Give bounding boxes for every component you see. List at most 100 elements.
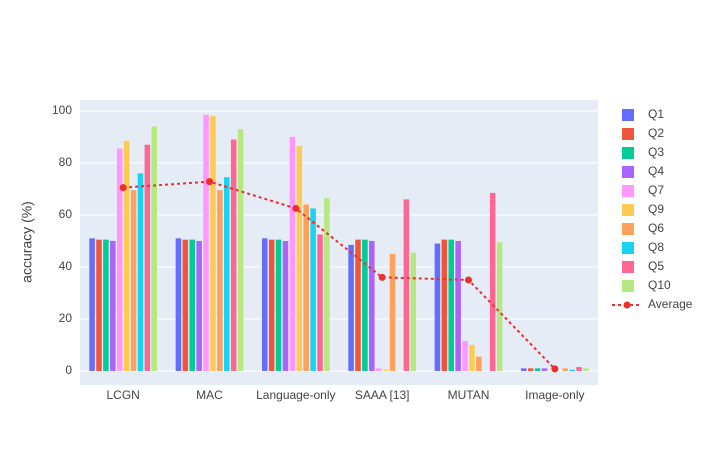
bar bbox=[562, 368, 568, 371]
x-tick-label: MAC bbox=[196, 388, 223, 402]
bar bbox=[123, 140, 130, 371]
bar bbox=[196, 240, 202, 371]
bar bbox=[527, 368, 534, 371]
bar bbox=[275, 239, 282, 371]
legend-swatch bbox=[622, 204, 634, 216]
bar bbox=[282, 240, 289, 371]
legend-label: Q10 bbox=[648, 278, 671, 292]
average-marker bbox=[206, 178, 213, 186]
bar bbox=[317, 234, 323, 371]
average-marker bbox=[292, 204, 300, 212]
bar bbox=[541, 368, 548, 371]
legend-swatch bbox=[622, 185, 634, 197]
average-marker bbox=[465, 276, 472, 284]
y-tick-label: 0 bbox=[65, 363, 72, 377]
bar bbox=[382, 369, 389, 371]
bar bbox=[403, 199, 410, 371]
plot-area bbox=[80, 100, 598, 385]
bar bbox=[348, 244, 354, 371]
legend-label: Q2 bbox=[648, 126, 664, 140]
bar bbox=[303, 204, 309, 371]
average-marker bbox=[119, 184, 127, 192]
bar bbox=[362, 239, 368, 371]
average-line bbox=[123, 180, 556, 370]
bar bbox=[224, 177, 230, 371]
x-tick-label: LCGN bbox=[106, 388, 139, 402]
legend-label: Q6 bbox=[648, 221, 664, 235]
bar bbox=[217, 190, 223, 371]
bar bbox=[441, 239, 448, 371]
legend-swatch bbox=[622, 147, 634, 159]
bar bbox=[369, 240, 375, 371]
bar bbox=[96, 239, 102, 371]
bar bbox=[469, 344, 475, 371]
average-marker bbox=[378, 273, 386, 281]
bar bbox=[182, 239, 189, 371]
bar bbox=[89, 238, 95, 371]
bar bbox=[137, 173, 144, 371]
bar bbox=[268, 239, 275, 371]
legend-label: Q9 bbox=[648, 202, 664, 216]
x-tick-label: Image-only bbox=[525, 388, 584, 402]
bar bbox=[462, 341, 468, 371]
bar bbox=[434, 243, 441, 371]
bar bbox=[520, 368, 527, 371]
legend-swatch bbox=[622, 109, 634, 121]
legend-swatch bbox=[622, 223, 634, 235]
legend-label: Average bbox=[648, 297, 693, 311]
x-tick-label: MUTAN bbox=[448, 388, 490, 402]
y-tick-label: 20 bbox=[59, 311, 73, 325]
bar bbox=[151, 126, 158, 371]
y-tick-label: 40 bbox=[59, 259, 73, 273]
bar bbox=[389, 253, 396, 371]
legend-label: Q8 bbox=[648, 240, 664, 254]
y-tick-label: 80 bbox=[59, 155, 73, 169]
bar bbox=[583, 368, 589, 371]
bar bbox=[116, 148, 123, 371]
legend-swatch bbox=[622, 261, 634, 273]
y-axis-title: accuracy (%) bbox=[19, 201, 35, 283]
bar bbox=[189, 239, 195, 371]
average-marker bbox=[551, 365, 559, 373]
bar bbox=[375, 368, 382, 371]
legend-marker bbox=[623, 301, 631, 309]
bar bbox=[130, 190, 137, 371]
bar bbox=[210, 116, 216, 371]
legend-swatch bbox=[622, 166, 634, 178]
bar bbox=[496, 242, 503, 371]
bar bbox=[110, 240, 116, 371]
bar bbox=[410, 252, 417, 371]
bar bbox=[203, 114, 209, 371]
legend-label: Q3 bbox=[648, 145, 664, 159]
y-tick-label: 100 bbox=[52, 103, 72, 117]
legend-label: Q4 bbox=[648, 164, 664, 178]
legend-swatch bbox=[622, 280, 634, 292]
legend-label: Q7 bbox=[648, 183, 664, 197]
bar bbox=[489, 192, 496, 371]
bar bbox=[175, 238, 182, 371]
bar bbox=[261, 238, 268, 371]
bar bbox=[103, 239, 109, 371]
bar bbox=[476, 356, 482, 371]
bar bbox=[576, 367, 582, 371]
bar bbox=[230, 139, 237, 371]
x-tick-label: SAAA [13] bbox=[355, 388, 410, 402]
bar bbox=[448, 239, 454, 371]
y-tick-label: 60 bbox=[59, 207, 73, 221]
legend-swatch bbox=[622, 128, 634, 140]
x-tick-label: Language-only bbox=[256, 388, 335, 402]
legend-label: Q5 bbox=[648, 259, 664, 273]
bar bbox=[289, 136, 296, 371]
bar bbox=[455, 240, 461, 371]
legend-label: Q1 bbox=[648, 107, 664, 121]
bar bbox=[237, 129, 244, 371]
bar bbox=[310, 208, 316, 371]
bar bbox=[534, 368, 541, 371]
legend-swatch bbox=[622, 242, 634, 254]
bar bbox=[144, 144, 151, 371]
bar bbox=[324, 198, 330, 371]
bar bbox=[296, 146, 303, 371]
bar bbox=[569, 369, 575, 371]
bar bbox=[355, 239, 361, 371]
